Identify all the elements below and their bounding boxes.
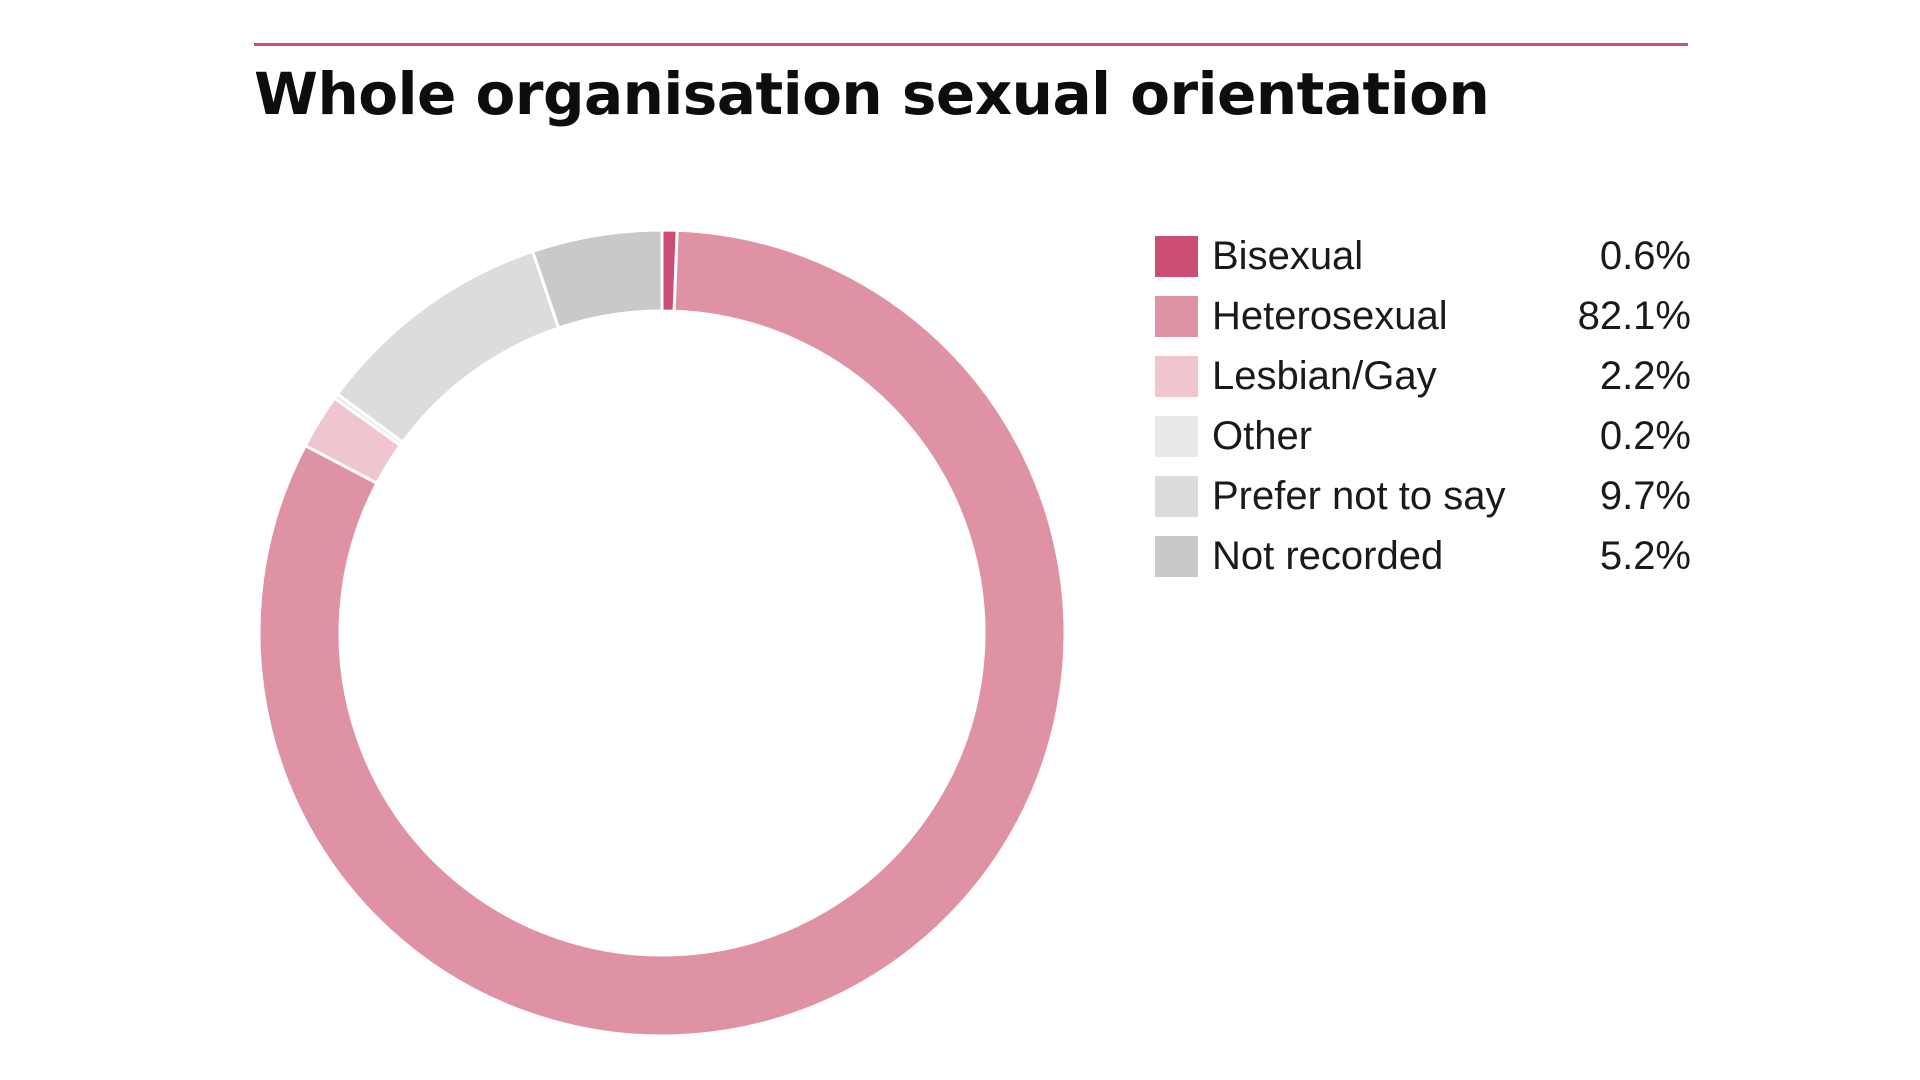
legend-swatch-heterosexual bbox=[1155, 295, 1198, 337]
legend-item-not-recorded: Not recorded 5.2% bbox=[1155, 526, 1691, 586]
legend-item-heterosexual: Heterosexual 82.1% bbox=[1155, 286, 1691, 346]
legend-label-prefer-not-to-say: Prefer not to say bbox=[1212, 474, 1506, 518]
legend-label-lesbian-gay: Lesbian/Gay bbox=[1212, 354, 1437, 398]
legend-swatch-bisexual bbox=[1155, 235, 1198, 277]
chart-title: Whole organisation sexual orientation bbox=[254, 60, 1490, 128]
legend-value-lesbian-gay: 2.2% bbox=[1599, 354, 1691, 398]
legend-item-prefer-not-to-say: Prefer not to say 9.7% bbox=[1155, 466, 1691, 526]
title-rule bbox=[254, 43, 1688, 46]
legend-label-not-recorded: Not recorded bbox=[1212, 534, 1444, 578]
legend-swatch-other bbox=[1155, 415, 1198, 457]
donut-slice-not-recorded bbox=[530, 228, 664, 330]
legend-value-bisexual: 0.6% bbox=[1599, 234, 1691, 278]
legend-item-other: Other 0.2% bbox=[1155, 406, 1691, 466]
legend-item-lesbian-gay: Lesbian/Gay 2.2% bbox=[1155, 346, 1691, 406]
donut-slice-prefer-not-to-say bbox=[335, 249, 561, 445]
legend-value-other: 0.2% bbox=[1599, 414, 1691, 458]
legend-item-bisexual: Bisexual 0.6% bbox=[1155, 226, 1691, 286]
donut-slice-heterosexual bbox=[257, 228, 1067, 1038]
legend-value-heterosexual: 82.1% bbox=[1577, 294, 1691, 338]
legend: Bisexual 0.6% Heterosexual 82.1% Lesbian… bbox=[1155, 226, 1691, 586]
legend-swatch-lesbian-gay bbox=[1155, 355, 1198, 397]
legend-value-prefer-not-to-say: 9.7% bbox=[1599, 474, 1691, 518]
legend-value-not-recorded: 5.2% bbox=[1599, 534, 1691, 578]
donut-slices bbox=[257, 228, 1067, 1038]
legend-label-heterosexual: Heterosexual bbox=[1212, 294, 1448, 338]
legend-label-other: Other bbox=[1212, 414, 1313, 458]
legend-swatch-not-recorded bbox=[1155, 535, 1198, 577]
legend-label-bisexual: Bisexual bbox=[1212, 234, 1364, 278]
legend-swatch-prefer-not-to-say bbox=[1155, 475, 1198, 517]
